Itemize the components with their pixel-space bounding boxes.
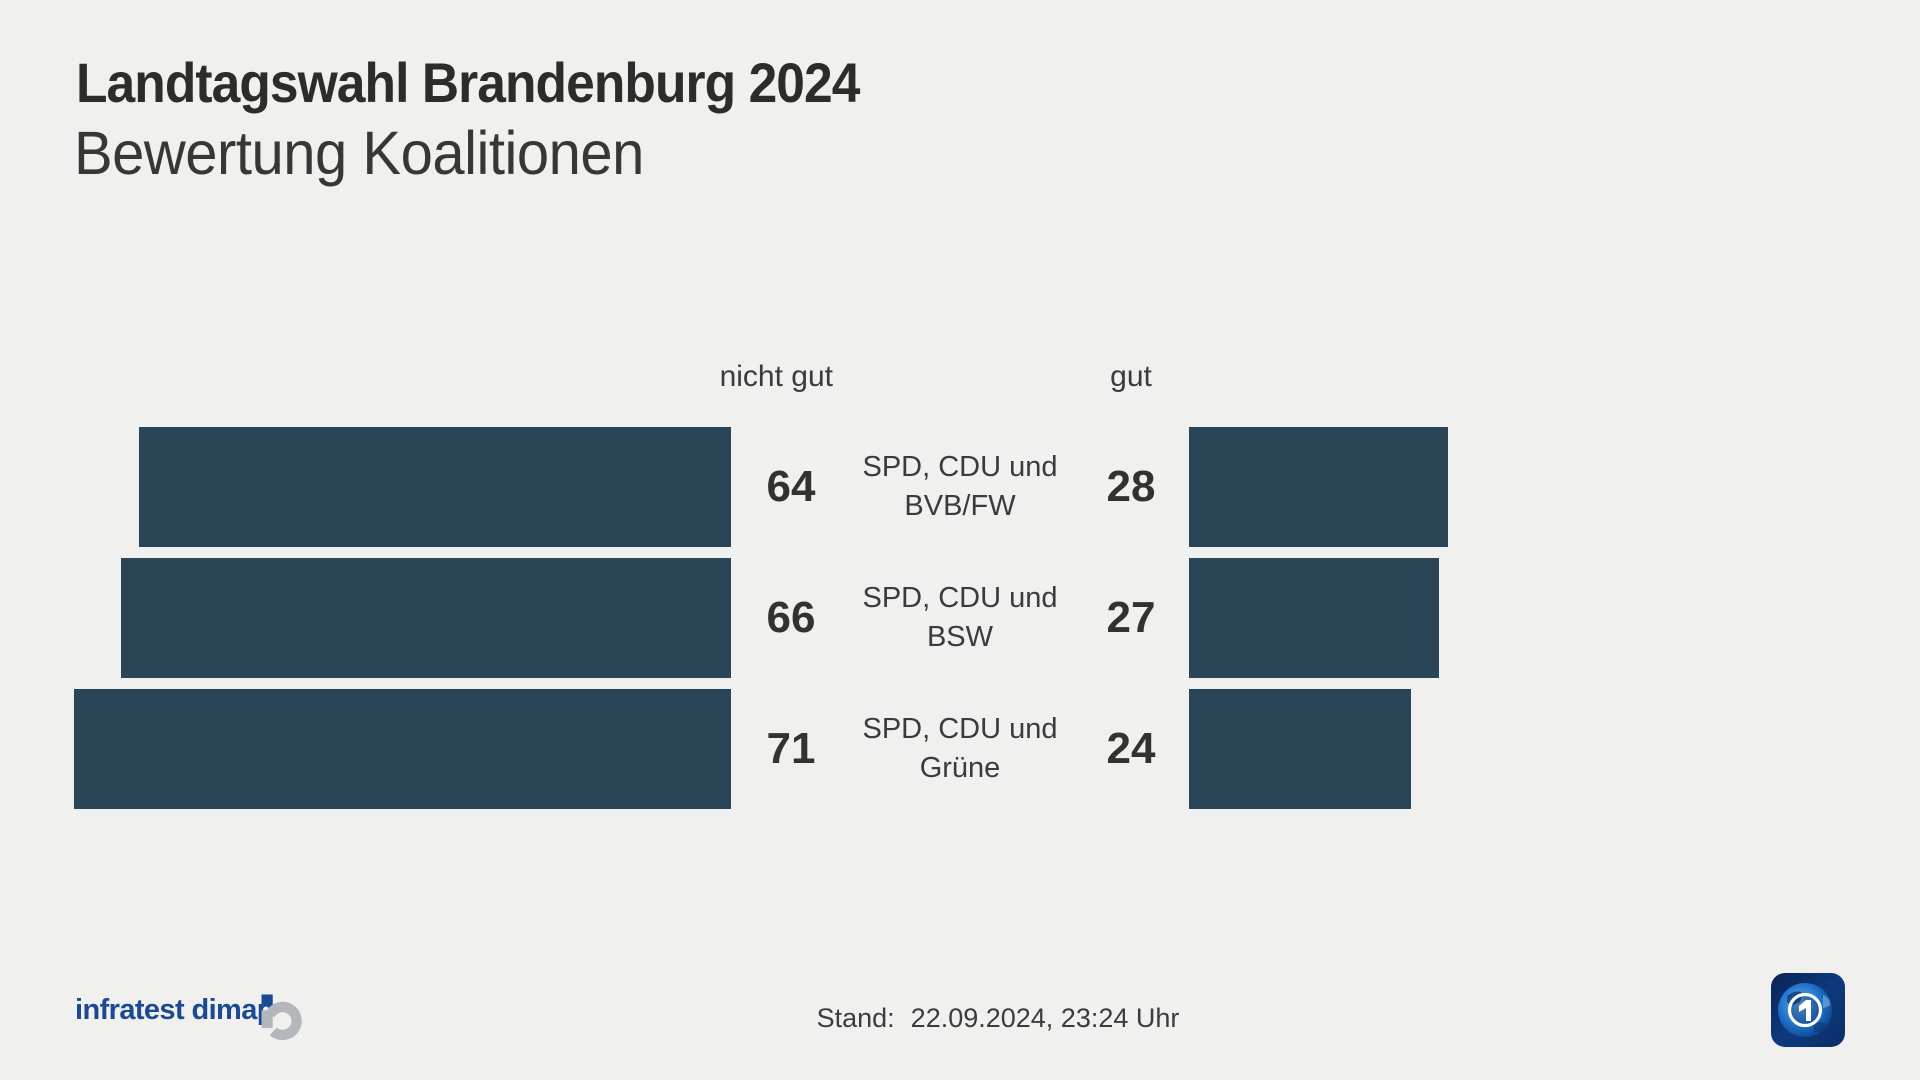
value-nicht-gut: 71 bbox=[766, 724, 816, 773]
das-erste-one-glyph bbox=[1799, 1000, 1811, 1021]
coalition-label: SPD, CDU und Grüne bbox=[810, 689, 1110, 809]
bar-nicht-gut bbox=[74, 689, 731, 809]
coalition-label-line2: BSW bbox=[926, 621, 994, 653]
value-nicht-gut: 66 bbox=[766, 593, 816, 642]
page-title: Bewertung Koalitionen bbox=[74, 119, 644, 187]
timestamp: Stand: 22.09.2024, 23:24 Uhr bbox=[698, 1003, 1298, 1034]
bar-gut bbox=[1189, 558, 1439, 678]
bar-gut bbox=[1189, 427, 1448, 547]
ard-das-erste-logo bbox=[1771, 973, 1845, 1047]
coalition-label-line2: BVB/FW bbox=[904, 490, 1016, 522]
value-nicht-gut: 64 bbox=[766, 462, 816, 511]
stand-label: Stand: bbox=[816, 1003, 895, 1033]
bar-nicht-gut bbox=[139, 427, 731, 547]
coalition-label-line1: SPD, CDU und bbox=[862, 451, 1058, 483]
coalition-label: SPD, CDU und BVB/FW bbox=[810, 427, 1110, 547]
bar-gut bbox=[1189, 689, 1411, 809]
coalition-row: 64 SPD, CDU und BVB/FW 28 bbox=[0, 427, 1920, 547]
coalition-label-line1: SPD, CDU und bbox=[862, 582, 1058, 614]
infratest-dimap-logo: infratest dimap bbox=[75, 994, 274, 1027]
bar-nicht-gut bbox=[120, 558, 731, 678]
coalition-row: 66 SPD, CDU und BSW 27 bbox=[0, 558, 1920, 678]
kicker-title: Landtagswahl Brandenburg 2024 bbox=[76, 51, 860, 114]
column-header-nicht-gut: nicht gut bbox=[719, 360, 833, 393]
value-gut: 24 bbox=[1106, 724, 1156, 773]
coalition-label-line2: Grüne bbox=[919, 752, 1001, 784]
stand-value: 22.09.2024, 23:24 Uhr bbox=[910, 1003, 1180, 1033]
infratest-dimap-logo-text: infratest dimap bbox=[75, 994, 274, 1026]
coalition-label: SPD, CDU und BSW bbox=[810, 558, 1110, 678]
column-header-gut: gut bbox=[1110, 360, 1152, 393]
coalition-label-line1: SPD, CDU und bbox=[862, 713, 1058, 745]
coalition-row: 71 SPD, CDU und Grüne 24 bbox=[0, 689, 1920, 809]
value-gut: 28 bbox=[1106, 462, 1156, 511]
value-gut: 27 bbox=[1106, 593, 1156, 642]
infratest-dimap-mark-icon bbox=[261, 994, 302, 1041]
